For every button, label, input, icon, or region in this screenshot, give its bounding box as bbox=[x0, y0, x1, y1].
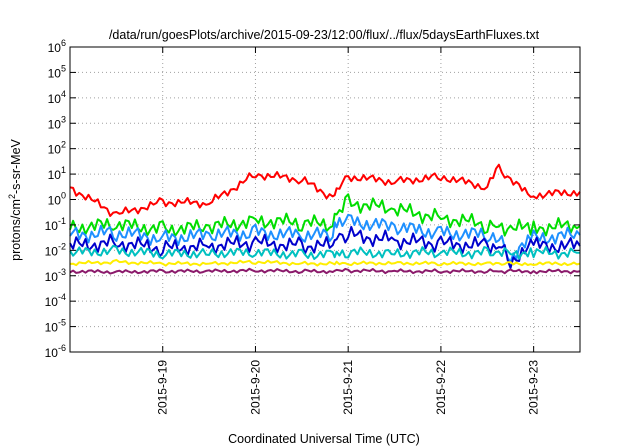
y-axis-label-pre: protons/cm bbox=[9, 199, 23, 261]
y-tick-exponent: -6 bbox=[58, 343, 66, 353]
y-axis-label: protons/cm2-s-sr-MeV bbox=[7, 138, 23, 260]
y-tick-exponent: -4 bbox=[58, 292, 66, 302]
series-lines bbox=[69, 163, 581, 275]
y-tick-exponent: 2 bbox=[61, 140, 66, 150]
series-line bbox=[69, 244, 580, 260]
y-tick-exponent: 1 bbox=[61, 165, 66, 175]
x-tick-label: 2015-9-22 bbox=[434, 360, 448, 415]
series-line bbox=[69, 225, 581, 270]
y-tick-exponent: 0 bbox=[61, 191, 66, 201]
y-axis-label-post: -s-sr-MeV bbox=[9, 138, 23, 194]
x-tick-label: 2015-9-20 bbox=[248, 360, 262, 415]
chart-title: /data/run/goesPlots/archive/2015-09-23/1… bbox=[109, 28, 540, 42]
y-tick-exponent: 4 bbox=[61, 89, 66, 99]
x-axis-label: Coordinated Universal Time (UTC) bbox=[228, 432, 420, 446]
x-axis-ticks: 2015-9-19 2015-9-20 2015-9-21 2015-9-22 2015… bbox=[156, 47, 541, 415]
series-line bbox=[69, 163, 581, 217]
series-line bbox=[69, 193, 581, 237]
y-axis-label-sup: 2 bbox=[7, 194, 17, 199]
x-tick-label: 2015-9-23 bbox=[527, 360, 541, 415]
y-tick-exponent: -1 bbox=[58, 216, 66, 226]
y-tick-exponent: -5 bbox=[58, 318, 66, 328]
y-tick-exponent: -3 bbox=[58, 267, 66, 277]
y-tick-exponent: 6 bbox=[61, 38, 66, 48]
series-line bbox=[69, 258, 581, 267]
series-line bbox=[69, 213, 581, 264]
y-tick-exponent: 3 bbox=[61, 114, 66, 124]
x-tick-label: 2015-9-21 bbox=[341, 360, 355, 415]
series-line bbox=[69, 267, 581, 275]
x-tick-label: 2015-9-19 bbox=[156, 360, 170, 415]
y-tick-exponent: 5 bbox=[61, 63, 66, 73]
y-tick-exponent: -2 bbox=[58, 241, 66, 251]
y-axis-ticks: 10610510410310210110010-110-210-310-410-… bbox=[45, 38, 580, 360]
